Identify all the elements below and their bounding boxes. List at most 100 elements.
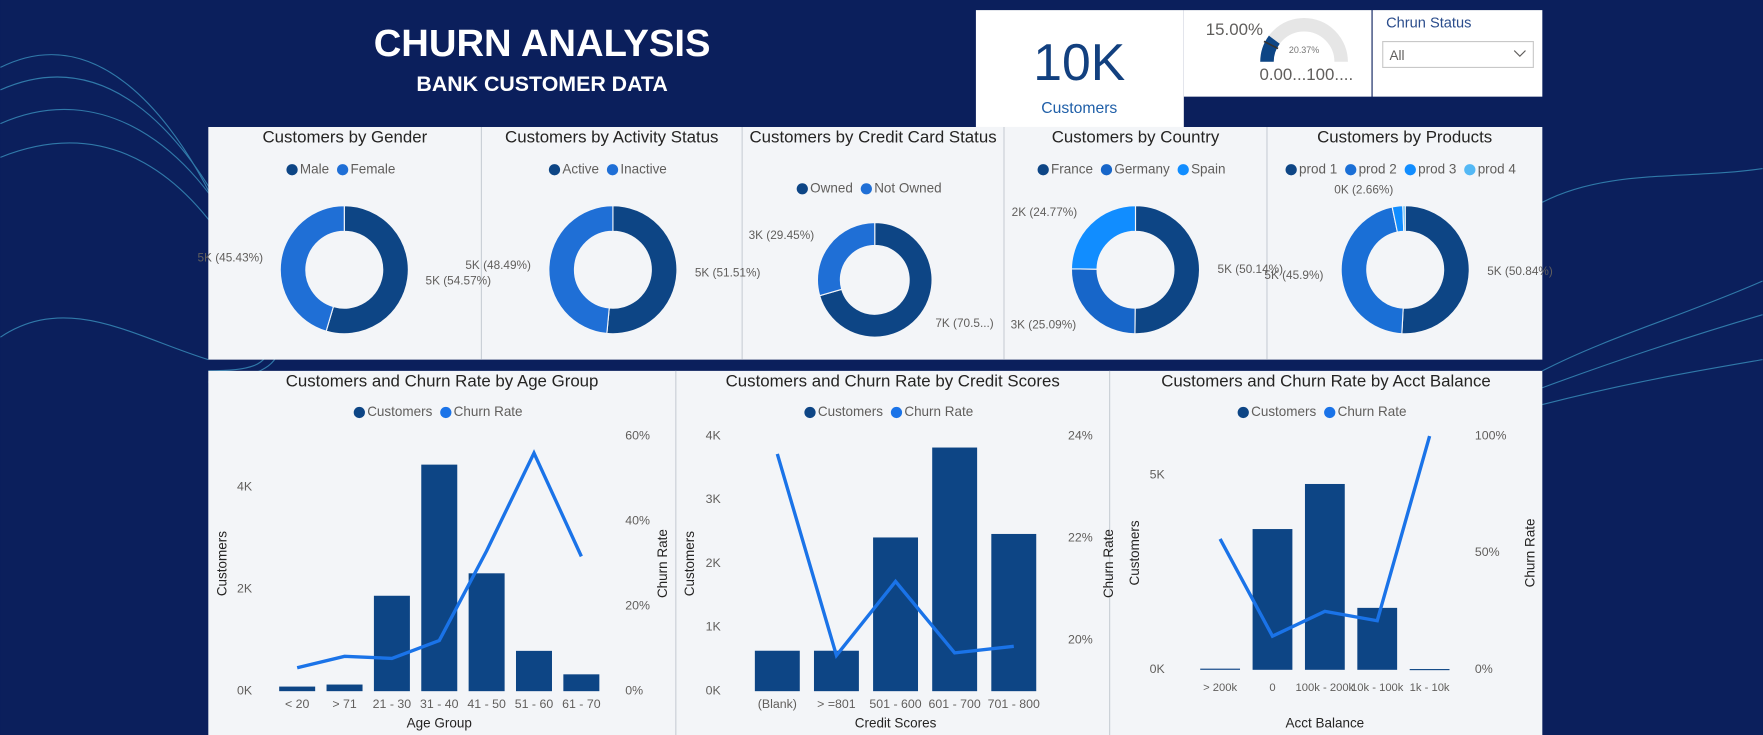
legend-marker: [606, 164, 619, 176]
y2-tick-label: 50%: [1475, 545, 1500, 559]
chevron[interactable]: [1513, 50, 1526, 57]
wave: [1542, 168, 1763, 203]
data-label: 5K (51.51%): [695, 266, 761, 280]
y-tick-label: 5K: [1150, 467, 1166, 481]
legend-marker: [286, 164, 298, 176]
data-label: 5K (45.43%): [197, 250, 263, 264]
y-axis-title: Customers: [214, 531, 229, 596]
y-tick-label: 4K: [237, 479, 253, 493]
y2-tick-label: 60%: [625, 428, 650, 442]
bar: [279, 686, 316, 692]
legend-marker: [1237, 406, 1249, 419]
x-tick-label: 31 - 40: [420, 697, 459, 711]
bar: [515, 650, 552, 692]
x-axis-title: Credit Scores: [855, 715, 937, 730]
x-tick-label: (Blank): [758, 697, 797, 711]
wave: [1542, 280, 1763, 372]
bar: [991, 533, 1037, 692]
y-tick-label: 4K: [706, 428, 722, 442]
legend-label: prod 1: [1299, 161, 1337, 176]
legend-marker: [890, 406, 903, 419]
legend-label: Customers: [1251, 404, 1316, 419]
x-tick-label: 61 - 70: [562, 697, 601, 711]
legend-label: France: [1051, 161, 1093, 176]
donut-slice: [816, 221, 876, 297]
legend-marker: [353, 406, 365, 419]
data-label: 5K (50.84%): [1487, 264, 1553, 278]
data-label: 5K (50.14%): [1218, 262, 1284, 276]
chart-title: Customers by Products: [1317, 128, 1492, 147]
data-label: 5K (45.9%): [1264, 268, 1323, 282]
legend-marker: [337, 164, 349, 176]
donut-slice: [1340, 206, 1404, 335]
legend-marker: [1345, 164, 1357, 176]
y2-tick-label: 0%: [625, 683, 643, 697]
y-tick-label: 0K: [237, 683, 253, 697]
legend-marker: [1285, 164, 1297, 176]
legend-marker: [1464, 164, 1476, 176]
data-label: 5K (48.49%): [465, 258, 531, 272]
x-tick-label: 701 - 800: [988, 697, 1040, 711]
line-series: [775, 453, 1014, 660]
chart-title: Customers by Gender: [262, 128, 427, 147]
y2-tick-label: 20%: [625, 598, 650, 612]
slicer-dropdown[interactable]: [1382, 41, 1534, 68]
x-tick-label: > =801: [817, 697, 856, 711]
legend-marker: [804, 406, 816, 419]
y2-tick-label: 20%: [1068, 632, 1093, 646]
chart-title: Customers and Churn Rate by Acct Balance: [1161, 372, 1491, 391]
donut-slice: [279, 205, 345, 332]
x-tick-label: 0: [1269, 682, 1275, 694]
chart-title: Customers by Country: [1052, 128, 1220, 147]
y2-axis-title: Churn Rate: [655, 529, 670, 598]
legend-marker: [1100, 164, 1113, 176]
legend-label: Germany: [1114, 161, 1170, 176]
legend-label: Churn Rate: [454, 404, 523, 419]
bar: [754, 650, 800, 692]
legend-label: Active: [562, 161, 599, 176]
gauge-target: [1263, 40, 1279, 50]
slicer-selected[interactable]: All: [1389, 48, 1404, 63]
legend-marker: [796, 183, 808, 195]
x-tick-label: 100k - 200k: [1296, 682, 1355, 694]
data-label: 0K (2.66%): [1334, 183, 1393, 197]
x-tick-label: 21 - 30: [373, 697, 412, 711]
legend-label: Customers: [367, 404, 432, 419]
legend-label: Customers: [818, 404, 883, 419]
legend-label: Churn Rate: [904, 404, 973, 419]
bar: [563, 674, 600, 692]
legend-label: Inactive: [620, 161, 666, 176]
x-tick-label: 601 - 700: [929, 697, 981, 711]
donut-slice: [548, 205, 614, 335]
gauge-value-label: 20.37%: [1289, 45, 1319, 55]
bar: [932, 447, 978, 692]
x-tick-label: > 200k: [1203, 682, 1237, 694]
dashboard-title: CHURN ANALYSIS: [374, 22, 711, 65]
data-label: 7K (70.5...): [935, 316, 993, 330]
x-axis-title: Acct Balance: [1286, 715, 1365, 730]
legend-label: Owned: [810, 180, 853, 195]
legend-marker: [548, 164, 561, 176]
chart-title: Customers by Activity Status: [505, 128, 718, 147]
legend-label: Not Owned: [874, 180, 941, 195]
legend-label: Female: [350, 161, 395, 176]
y2-axis-title: Churn Rate: [1101, 529, 1116, 598]
legend-label: Male: [300, 161, 329, 176]
wave: [0, 317, 209, 361]
legend-marker: [1177, 164, 1189, 176]
donut-slice: [1401, 205, 1470, 335]
dashboard-subtitle: BANK CUSTOMER DATA: [416, 72, 667, 96]
bar: [1200, 668, 1241, 670]
kpi-value: 10K: [1033, 33, 1125, 91]
x-tick-label: > 71: [332, 697, 357, 711]
separators: [480, 126, 1268, 735]
gauge-target-label: 15.00%: [1206, 20, 1263, 39]
line-series: [1218, 435, 1432, 639]
x-tick-label: 41 - 50: [467, 697, 506, 711]
y2-tick-label: 22%: [1068, 530, 1093, 544]
bar: [873, 537, 919, 692]
legend-label: Churn Rate: [1338, 404, 1407, 419]
legend-label: Spain: [1191, 161, 1225, 176]
x-axis-title: Age Group: [407, 715, 472, 730]
